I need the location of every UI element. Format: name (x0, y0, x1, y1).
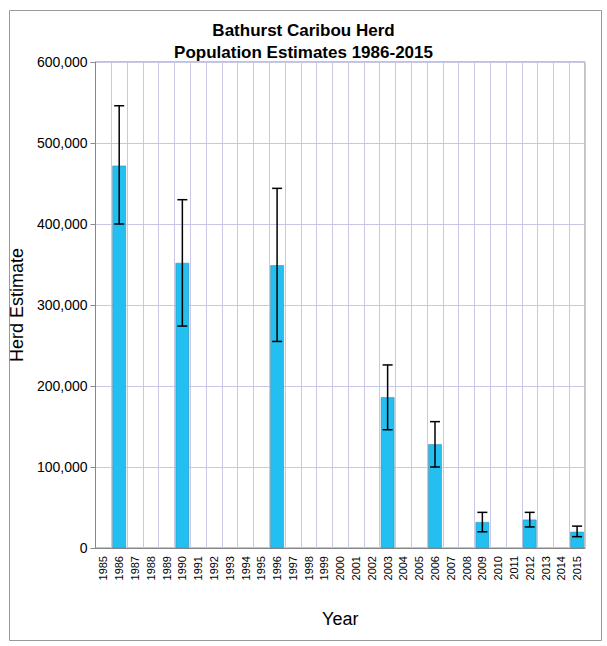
svg-text:2006: 2006 (429, 556, 441, 580)
svg-text:2001: 2001 (350, 556, 362, 580)
svg-text:Year: Year (322, 609, 358, 629)
svg-text:600,000: 600,000 (37, 54, 88, 70)
svg-text:2010: 2010 (492, 556, 504, 580)
svg-text:1993: 1993 (224, 556, 236, 580)
svg-text:2004: 2004 (397, 556, 409, 580)
svg-text:1989: 1989 (161, 556, 173, 580)
svg-text:2009: 2009 (476, 556, 488, 580)
svg-text:1994: 1994 (240, 556, 252, 580)
svg-text:2014: 2014 (555, 556, 567, 580)
svg-text:300,000: 300,000 (37, 297, 88, 313)
svg-text:Bathurst Caribou Herd: Bathurst Caribou Herd (212, 21, 394, 40)
svg-text:1999: 1999 (318, 556, 330, 580)
svg-text:100,000: 100,000 (37, 459, 88, 475)
svg-text:1988: 1988 (145, 556, 157, 580)
svg-text:1997: 1997 (287, 556, 299, 580)
svg-text:2013: 2013 (540, 556, 552, 580)
svg-text:1986: 1986 (113, 556, 125, 580)
svg-text:1987: 1987 (129, 556, 141, 580)
svg-text:2007: 2007 (445, 556, 457, 580)
svg-text:1992: 1992 (208, 556, 220, 580)
svg-text:1995: 1995 (255, 556, 267, 580)
svg-text:200,000: 200,000 (37, 378, 88, 394)
svg-text:2015: 2015 (571, 556, 583, 580)
svg-text:400,000: 400,000 (37, 216, 88, 232)
svg-text:2011: 2011 (508, 556, 520, 580)
svg-text:1985: 1985 (97, 556, 109, 580)
svg-text:2008: 2008 (461, 556, 473, 580)
svg-text:2003: 2003 (382, 556, 394, 580)
svg-text:2000: 2000 (334, 556, 346, 580)
svg-text:Herd Estimate: Herd Estimate (7, 248, 27, 362)
svg-text:1998: 1998 (303, 556, 315, 580)
svg-text:0: 0 (80, 540, 88, 556)
svg-text:1991: 1991 (192, 556, 204, 580)
svg-text:2012: 2012 (524, 556, 536, 580)
svg-text:1996: 1996 (271, 556, 283, 580)
svg-text:2002: 2002 (366, 556, 378, 580)
svg-text:500,000: 500,000 (37, 135, 88, 151)
svg-text:Population Estimates 1986-2015: Population Estimates 1986-2015 (174, 43, 433, 62)
svg-text:2005: 2005 (413, 556, 425, 580)
svg-text:1990: 1990 (176, 556, 188, 580)
